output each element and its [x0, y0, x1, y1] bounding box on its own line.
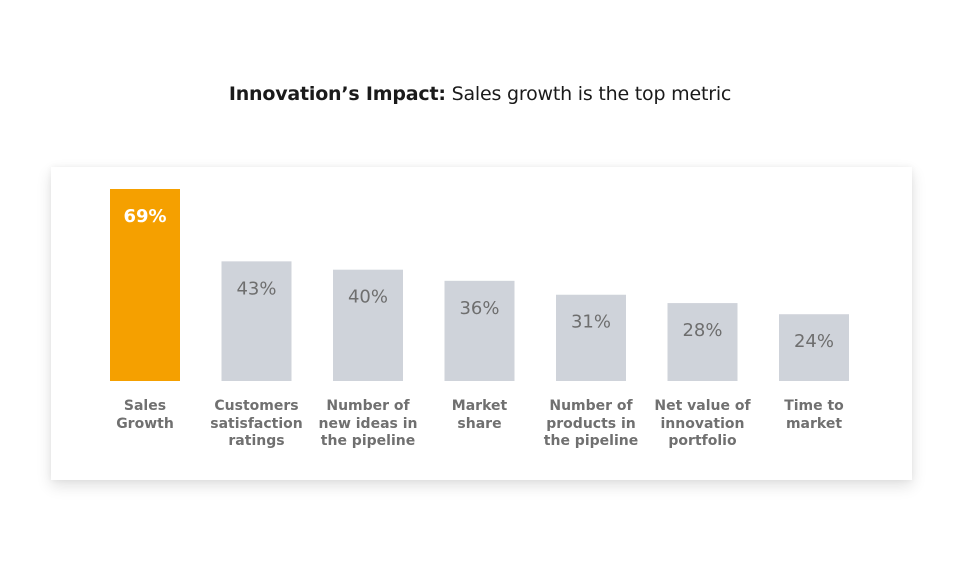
bar-value-label: 36% — [459, 298, 499, 319]
chart-title: Innovation’s Impact: Sales growth is the… — [0, 83, 960, 105]
category-label: Net value of innovation portfolio — [654, 398, 751, 449]
chart-title-rest: Sales growth is the top metric — [445, 83, 732, 105]
category-label: Customers satisfaction ratings — [210, 398, 303, 449]
category-label: Market share — [451, 398, 508, 432]
bar-5 — [667, 303, 738, 381]
bar-6 — [779, 314, 849, 381]
bar-value-label: 69% — [123, 206, 166, 227]
bar-2 — [333, 269, 403, 381]
category-label: Time to market — [784, 398, 844, 432]
category-label: Number of products in the pipeline — [543, 398, 639, 449]
bar-3 — [444, 280, 515, 381]
bar-value-label: 40% — [348, 287, 388, 308]
bar-value-label: 43% — [236, 278, 276, 299]
chart-card: 69% 43% 40% 36% 31% 28% 24% Sales Growth Custom… — [51, 167, 912, 480]
bar-value-label: 28% — [682, 320, 722, 341]
bar-0 — [110, 189, 180, 381]
bar-value-label: 24% — [794, 331, 834, 352]
bar-4 — [556, 294, 626, 381]
bar-value-label: 31% — [571, 312, 611, 333]
chart-title-bold: Innovation’s Impact: — [228, 83, 446, 105]
category-label: Number of new ideas in the pipeline — [318, 398, 418, 449]
category-label: Sales Growth — [116, 398, 174, 432]
bar-1 — [221, 261, 292, 381]
bar-chart: 69% 43% 40% 36% 31% 28% 24% — [110, 189, 849, 381]
